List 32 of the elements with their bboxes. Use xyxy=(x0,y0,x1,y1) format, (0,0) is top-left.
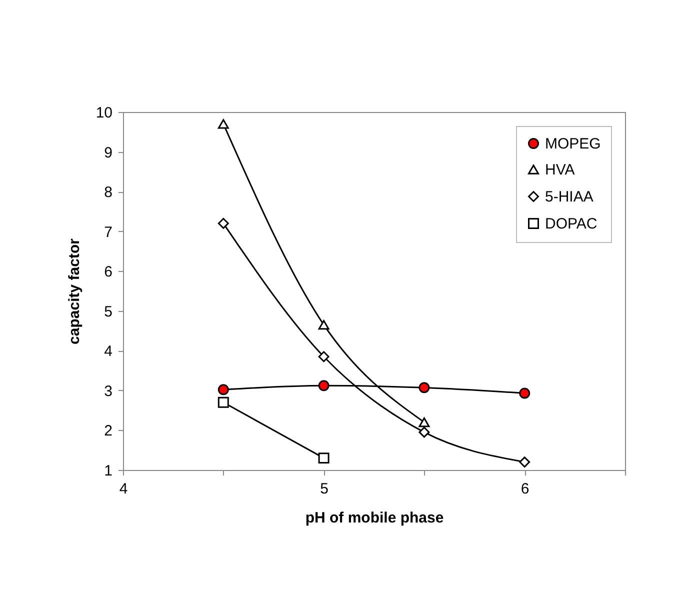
y-tick-label: 3 xyxy=(104,382,112,400)
point xyxy=(418,417,430,428)
y-tick-label: 1 xyxy=(104,462,112,480)
legend-label: MOPEG xyxy=(545,136,601,152)
y-tick-label: 6 xyxy=(104,264,112,281)
x-axis-title: pH of mobile phase xyxy=(305,510,444,526)
legend-label: 5-HIAA xyxy=(545,188,594,206)
point xyxy=(418,426,430,438)
legend-label: DOPAC xyxy=(545,216,598,232)
x-tick-label: 6 xyxy=(520,480,530,498)
point xyxy=(218,384,229,396)
x-tick-label: 5 xyxy=(320,480,328,498)
point xyxy=(318,380,330,392)
point xyxy=(519,456,530,468)
point xyxy=(418,382,430,394)
point xyxy=(318,452,330,464)
y-tick-label: 9 xyxy=(104,144,112,162)
point xyxy=(318,320,330,330)
legend-label: HVA xyxy=(545,162,575,178)
y-axis-title: capacity factor xyxy=(66,238,83,344)
point xyxy=(218,396,229,408)
y-tick-label: 5 xyxy=(104,303,112,320)
point xyxy=(218,218,229,229)
point xyxy=(318,351,330,362)
x-tick-label: 4 xyxy=(119,480,128,498)
y-tick-label: 2 xyxy=(104,422,112,440)
y-tick-label: 8 xyxy=(104,184,112,202)
y-tick-label: 7 xyxy=(104,224,112,241)
point xyxy=(218,119,229,129)
y-tick-label: 10 xyxy=(96,104,112,122)
point xyxy=(519,388,530,399)
y-tick-label: 4 xyxy=(104,343,112,360)
